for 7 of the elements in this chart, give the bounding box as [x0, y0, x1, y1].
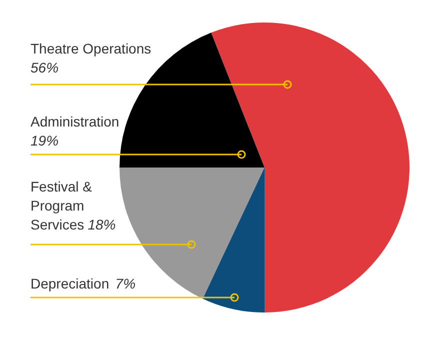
data-label: 56%: [30, 60, 59, 76]
data-label: 19%: [30, 132, 59, 148]
slice-label: Depreciation: [30, 276, 110, 292]
data-label: 18%: [88, 216, 116, 232]
data-label: 7%: [115, 276, 136, 292]
slice-label: Administration: [30, 114, 120, 130]
slice-label: Theatre Operations: [30, 40, 152, 56]
